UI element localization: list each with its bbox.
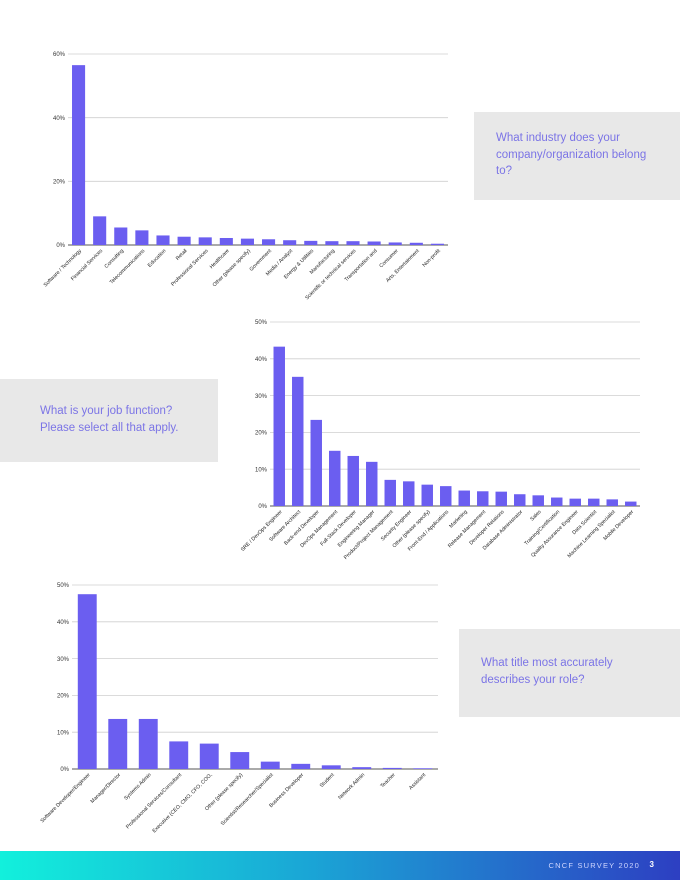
bar [230,752,250,769]
bar [310,419,322,506]
y-tick-label: 0% [56,243,65,249]
bar [495,491,507,506]
x-tick-label: Student [319,772,336,789]
bar [403,481,415,506]
bar [199,743,219,769]
bar [169,741,189,769]
bar [219,237,233,245]
y-tick-label: 20% [57,694,70,700]
bar [304,240,318,245]
bar [108,718,128,769]
bar [72,65,86,245]
industry-chart-svg: 0%20%40%60%Software / TechnologyFinancia… [43,52,448,301]
x-tick-label: Retail [175,248,189,262]
x-tick-label: Software Developer/Engineer [40,772,92,824]
footer-survey-label: CNCF SURVEY 2020 [548,861,640,870]
bar [388,242,402,245]
bar [352,767,372,769]
bar [292,376,304,506]
x-tick-label: Consumer [378,248,399,269]
y-tick-label: 50% [255,320,268,326]
x-tick-label: Scientist/Researcher/Specialist [220,772,275,827]
bar [532,495,544,506]
x-tick-label: Education [147,248,168,269]
question-industry: What industry does your company/organiza… [474,112,680,200]
bar [291,763,311,769]
x-tick-label: Network Admin [337,772,366,801]
x-tick-label: Professional Services/Consultant [125,772,183,830]
bar [477,491,489,506]
y-tick-label: 40% [255,357,268,363]
y-tick-label: 30% [255,394,268,400]
x-tick-label: Other (please specify) [212,248,252,288]
bar [551,497,563,506]
bar [413,768,433,769]
x-tick-label: Executive (CEO, CMO, CFO, COO, [152,772,214,834]
bar [260,761,280,769]
bar [384,479,396,506]
x-tick-label: Manager/Director [90,772,123,805]
bar [514,494,526,506]
bar [440,486,452,506]
bar [347,455,359,506]
bar [262,239,276,245]
y-tick-label: 50% [57,583,70,589]
bar [93,216,107,245]
y-tick-label: 20% [255,431,268,437]
bar [198,237,212,245]
bar [325,241,339,245]
x-tick-label: Software / Technology [43,248,84,289]
x-tick-label: Assistant [408,772,428,792]
role-title-bar-chart: 0% 10% 20% 30% 40% 50% Software Developer/Engi… [40,577,440,847]
x-tick-label: Business Developer [268,772,305,809]
bar [156,235,170,245]
y-tick-label: 40% [57,620,70,626]
bar [114,227,128,245]
industry-bar-chart: 0% 20% 40% 60% Software / Technology Financia… [40,46,450,316]
x-tick-label: Consulting [104,248,126,270]
role-title-chart-svg: 0% 10% 20% 30% 40% 50% Software Developer/Engi… [40,583,438,834]
y-tick-label: 20% [53,180,66,186]
y-tick-label: 30% [57,657,70,663]
bar [569,498,581,506]
bar [77,594,97,769]
bar [346,241,360,245]
bar [421,484,433,506]
bar [366,461,378,506]
question-job-function: What is your job function? Please select… [0,379,218,462]
bar [135,230,149,245]
bar [321,765,341,769]
bar [625,501,637,506]
x-tick-label: Systems Admin [123,772,153,802]
bar [382,767,402,769]
x-tick-label: Teacher [379,772,396,789]
bar [177,236,191,245]
bar [329,450,341,506]
page-footer: CNCF SURVEY 2020 3 [0,851,680,880]
bar [283,240,297,245]
bar [138,718,158,769]
x-tick-label: Healthcare [209,248,231,270]
y-tick-label: 0% [60,767,69,773]
bar [273,346,285,506]
y-tick-label: 10% [255,467,268,473]
bar [606,499,618,506]
job-function-chart-svg: 0%10%20%30%40%50%SRE / DevOps EngineerSo… [240,320,640,561]
job-function-bar-chart: 0% 10% 20% 30% 40% 50% SRE / DevOps Engineer So… [240,314,645,584]
x-tick-label: Sales [529,509,543,523]
bar [458,490,470,506]
footer-page-number: 3 [649,860,654,869]
question-role-title: What title most accurately describes you… [459,629,680,717]
y-tick-label: 60% [53,52,66,58]
y-tick-label: 40% [53,116,66,122]
bar [588,498,600,506]
y-tick-label: 10% [57,730,70,736]
y-tick-label: 0% [258,504,267,510]
x-tick-label: Non-profit [422,248,443,269]
x-tick-label: Professional Services [170,248,210,288]
bar [430,243,444,245]
bar [409,242,423,245]
bar [367,241,381,245]
bar [240,238,254,245]
